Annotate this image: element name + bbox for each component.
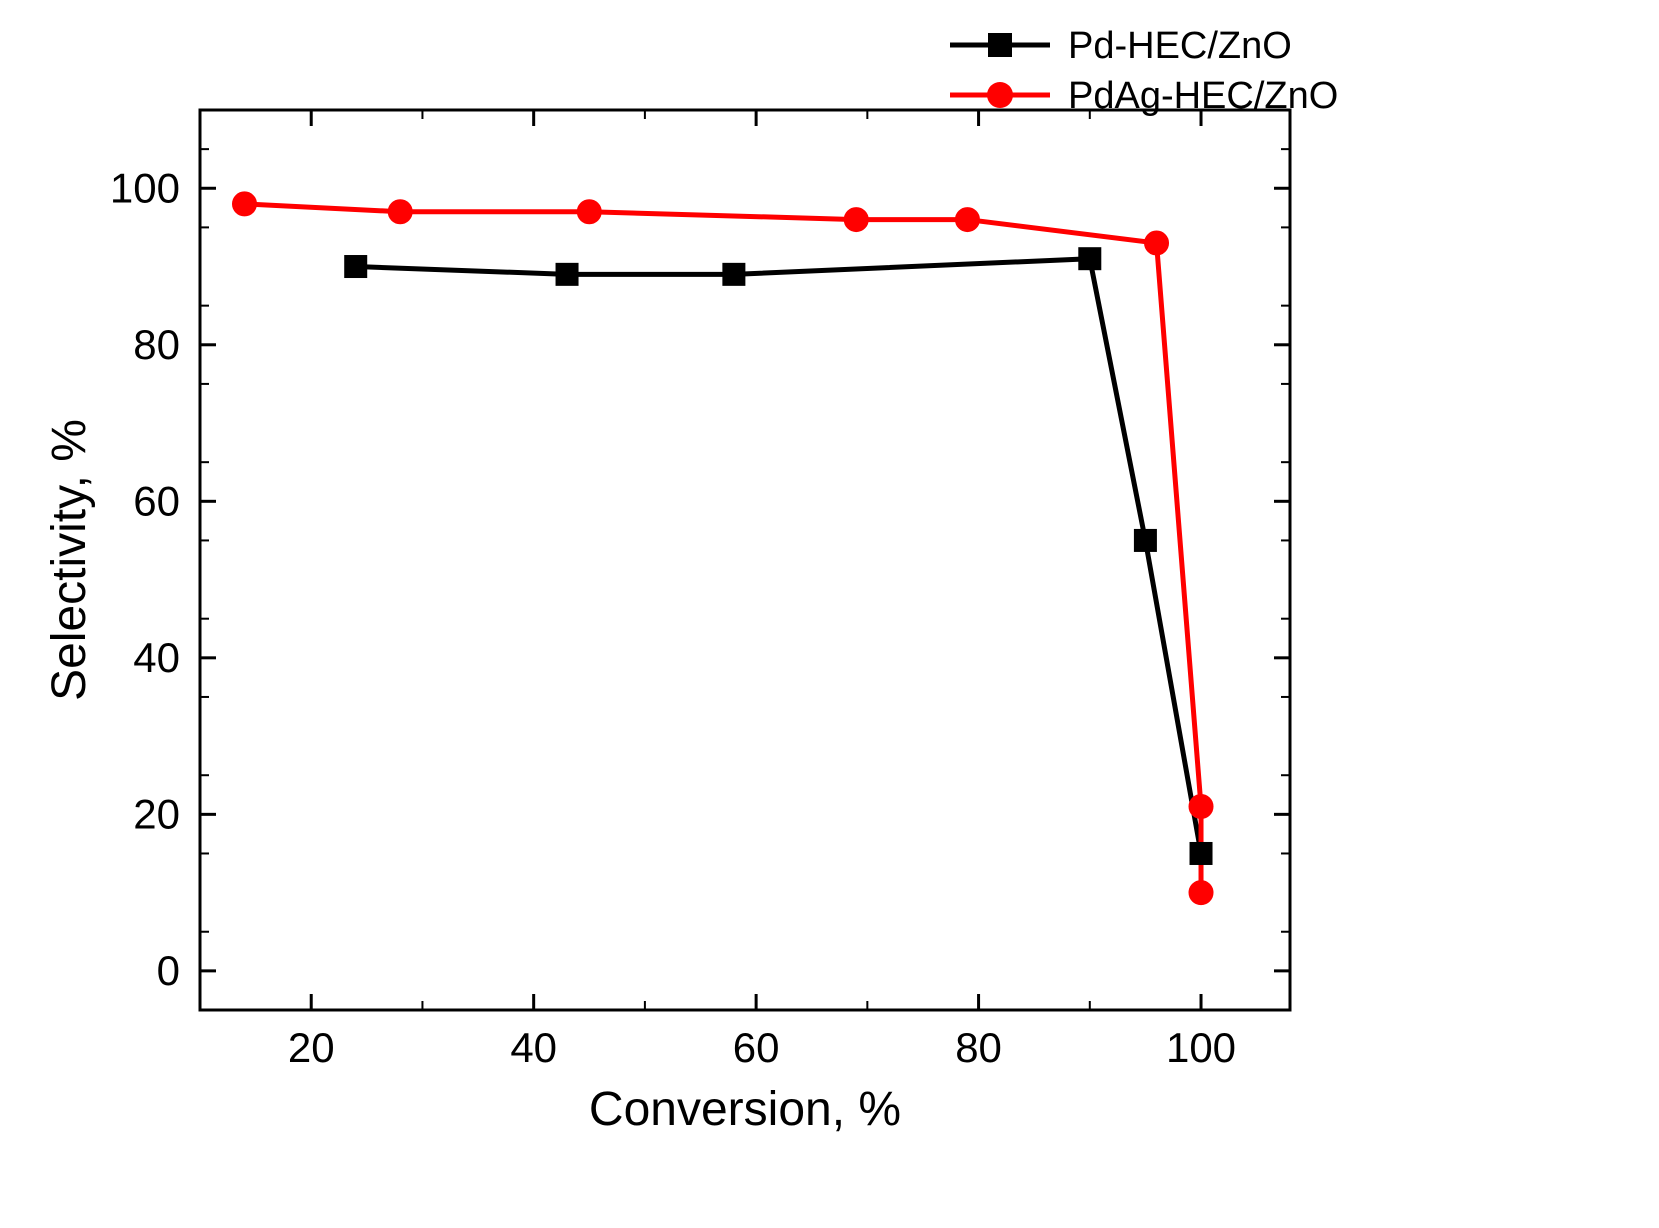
chart-container: 20 40 60 80 100 0 20 40 60 80 100 Conversion, % Sele… <box>0 0 1659 1228</box>
legend-label: PdAg-HEC/ZnO <box>1068 75 1338 117</box>
marker-square <box>1134 529 1156 551</box>
marker-circle <box>1189 881 1213 905</box>
marker-square <box>345 256 367 278</box>
marker-square <box>723 263 745 285</box>
x-tick-label: 40 <box>510 1024 557 1071</box>
x-tick-label: 100 <box>1166 1024 1236 1071</box>
chart-svg: 20 40 60 80 100 0 20 40 60 80 100 Conversion, % Sele… <box>0 0 1659 1228</box>
marker-circle <box>844 208 868 232</box>
y-axis-label: Selectivity, % <box>43 419 96 701</box>
marker-square <box>556 263 578 285</box>
chart-bg <box>0 0 1659 1228</box>
y-tick-label: 0 <box>157 947 180 994</box>
marker-circle <box>1145 231 1169 255</box>
marker-circle <box>577 200 601 224</box>
marker-square <box>1079 248 1101 270</box>
x-tick-label: 20 <box>288 1024 335 1071</box>
x-axis-label: Conversion, % <box>589 1083 901 1136</box>
y-tick-label: 100 <box>110 164 180 211</box>
x-tick-label: 80 <box>955 1024 1002 1071</box>
x-tick-label: 60 <box>733 1024 780 1071</box>
marker-circle <box>1189 795 1213 819</box>
y-tick-label: 20 <box>133 790 180 837</box>
y-tick-label: 60 <box>133 477 180 524</box>
legend-marker-square <box>988 33 1012 57</box>
legend-label: Pd-HEC/ZnO <box>1068 25 1292 67</box>
marker-circle <box>388 200 412 224</box>
legend-marker-circle <box>987 82 1013 108</box>
marker-square <box>1190 842 1212 864</box>
y-tick-label: 40 <box>133 634 180 681</box>
marker-circle <box>232 192 256 216</box>
y-tick-label: 80 <box>133 321 180 368</box>
marker-circle <box>955 208 979 232</box>
